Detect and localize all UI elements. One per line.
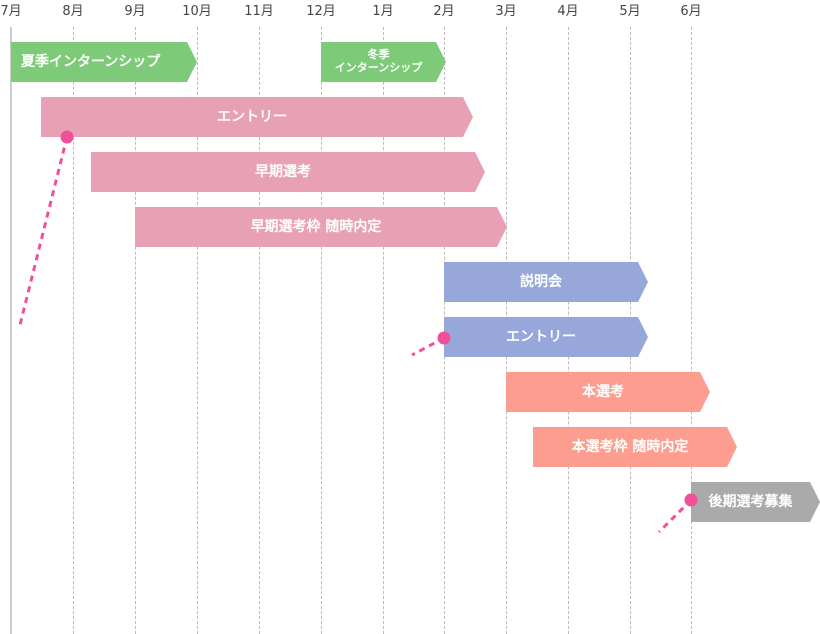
month-label: 1月 [372,4,394,19]
marker-dot [437,331,451,345]
month-label: 11月 [244,4,274,19]
month-label: 7月 [0,4,22,19]
bar-late-recruitment: 後期選考募集 [691,482,820,522]
dashed-marker-line [18,136,69,326]
month-label: 8月 [62,4,84,19]
bar-early-entry: エントリー [41,97,473,137]
bar-main-offer: 本選考枠 随時内定 [533,427,737,467]
marker-dot [684,493,698,507]
month-label: 6月 [680,4,702,19]
bar-early-selection: 早期選考 [91,152,485,192]
month-label: 9月 [124,4,146,19]
bar-winter-internship: 冬季 インターンシップ [321,42,446,82]
bar-info-session: 説明会 [444,262,648,302]
bar-main-selection: 本選考 [506,372,710,412]
bar-summer-internship: 夏季インターンシップ [11,42,197,82]
dashed-marker-line [657,498,693,534]
marker-dot [60,130,74,144]
month-label: 5月 [619,4,641,19]
month-label: 12月 [306,4,336,19]
bar-main-entry: エントリー [444,317,648,357]
month-label: 3月 [495,4,517,19]
gridline [197,27,198,634]
month-label: 10月 [182,4,212,19]
gridline [383,27,384,634]
month-label: 2月 [433,4,455,19]
gridline [73,27,74,634]
gridline [691,27,692,634]
gridline [135,27,136,634]
gridline [259,27,260,634]
gridline [321,27,322,634]
month-label: 4月 [557,4,579,19]
gridline [10,27,12,634]
bar-early-offer: 早期選考枠 随時内定 [135,207,507,247]
